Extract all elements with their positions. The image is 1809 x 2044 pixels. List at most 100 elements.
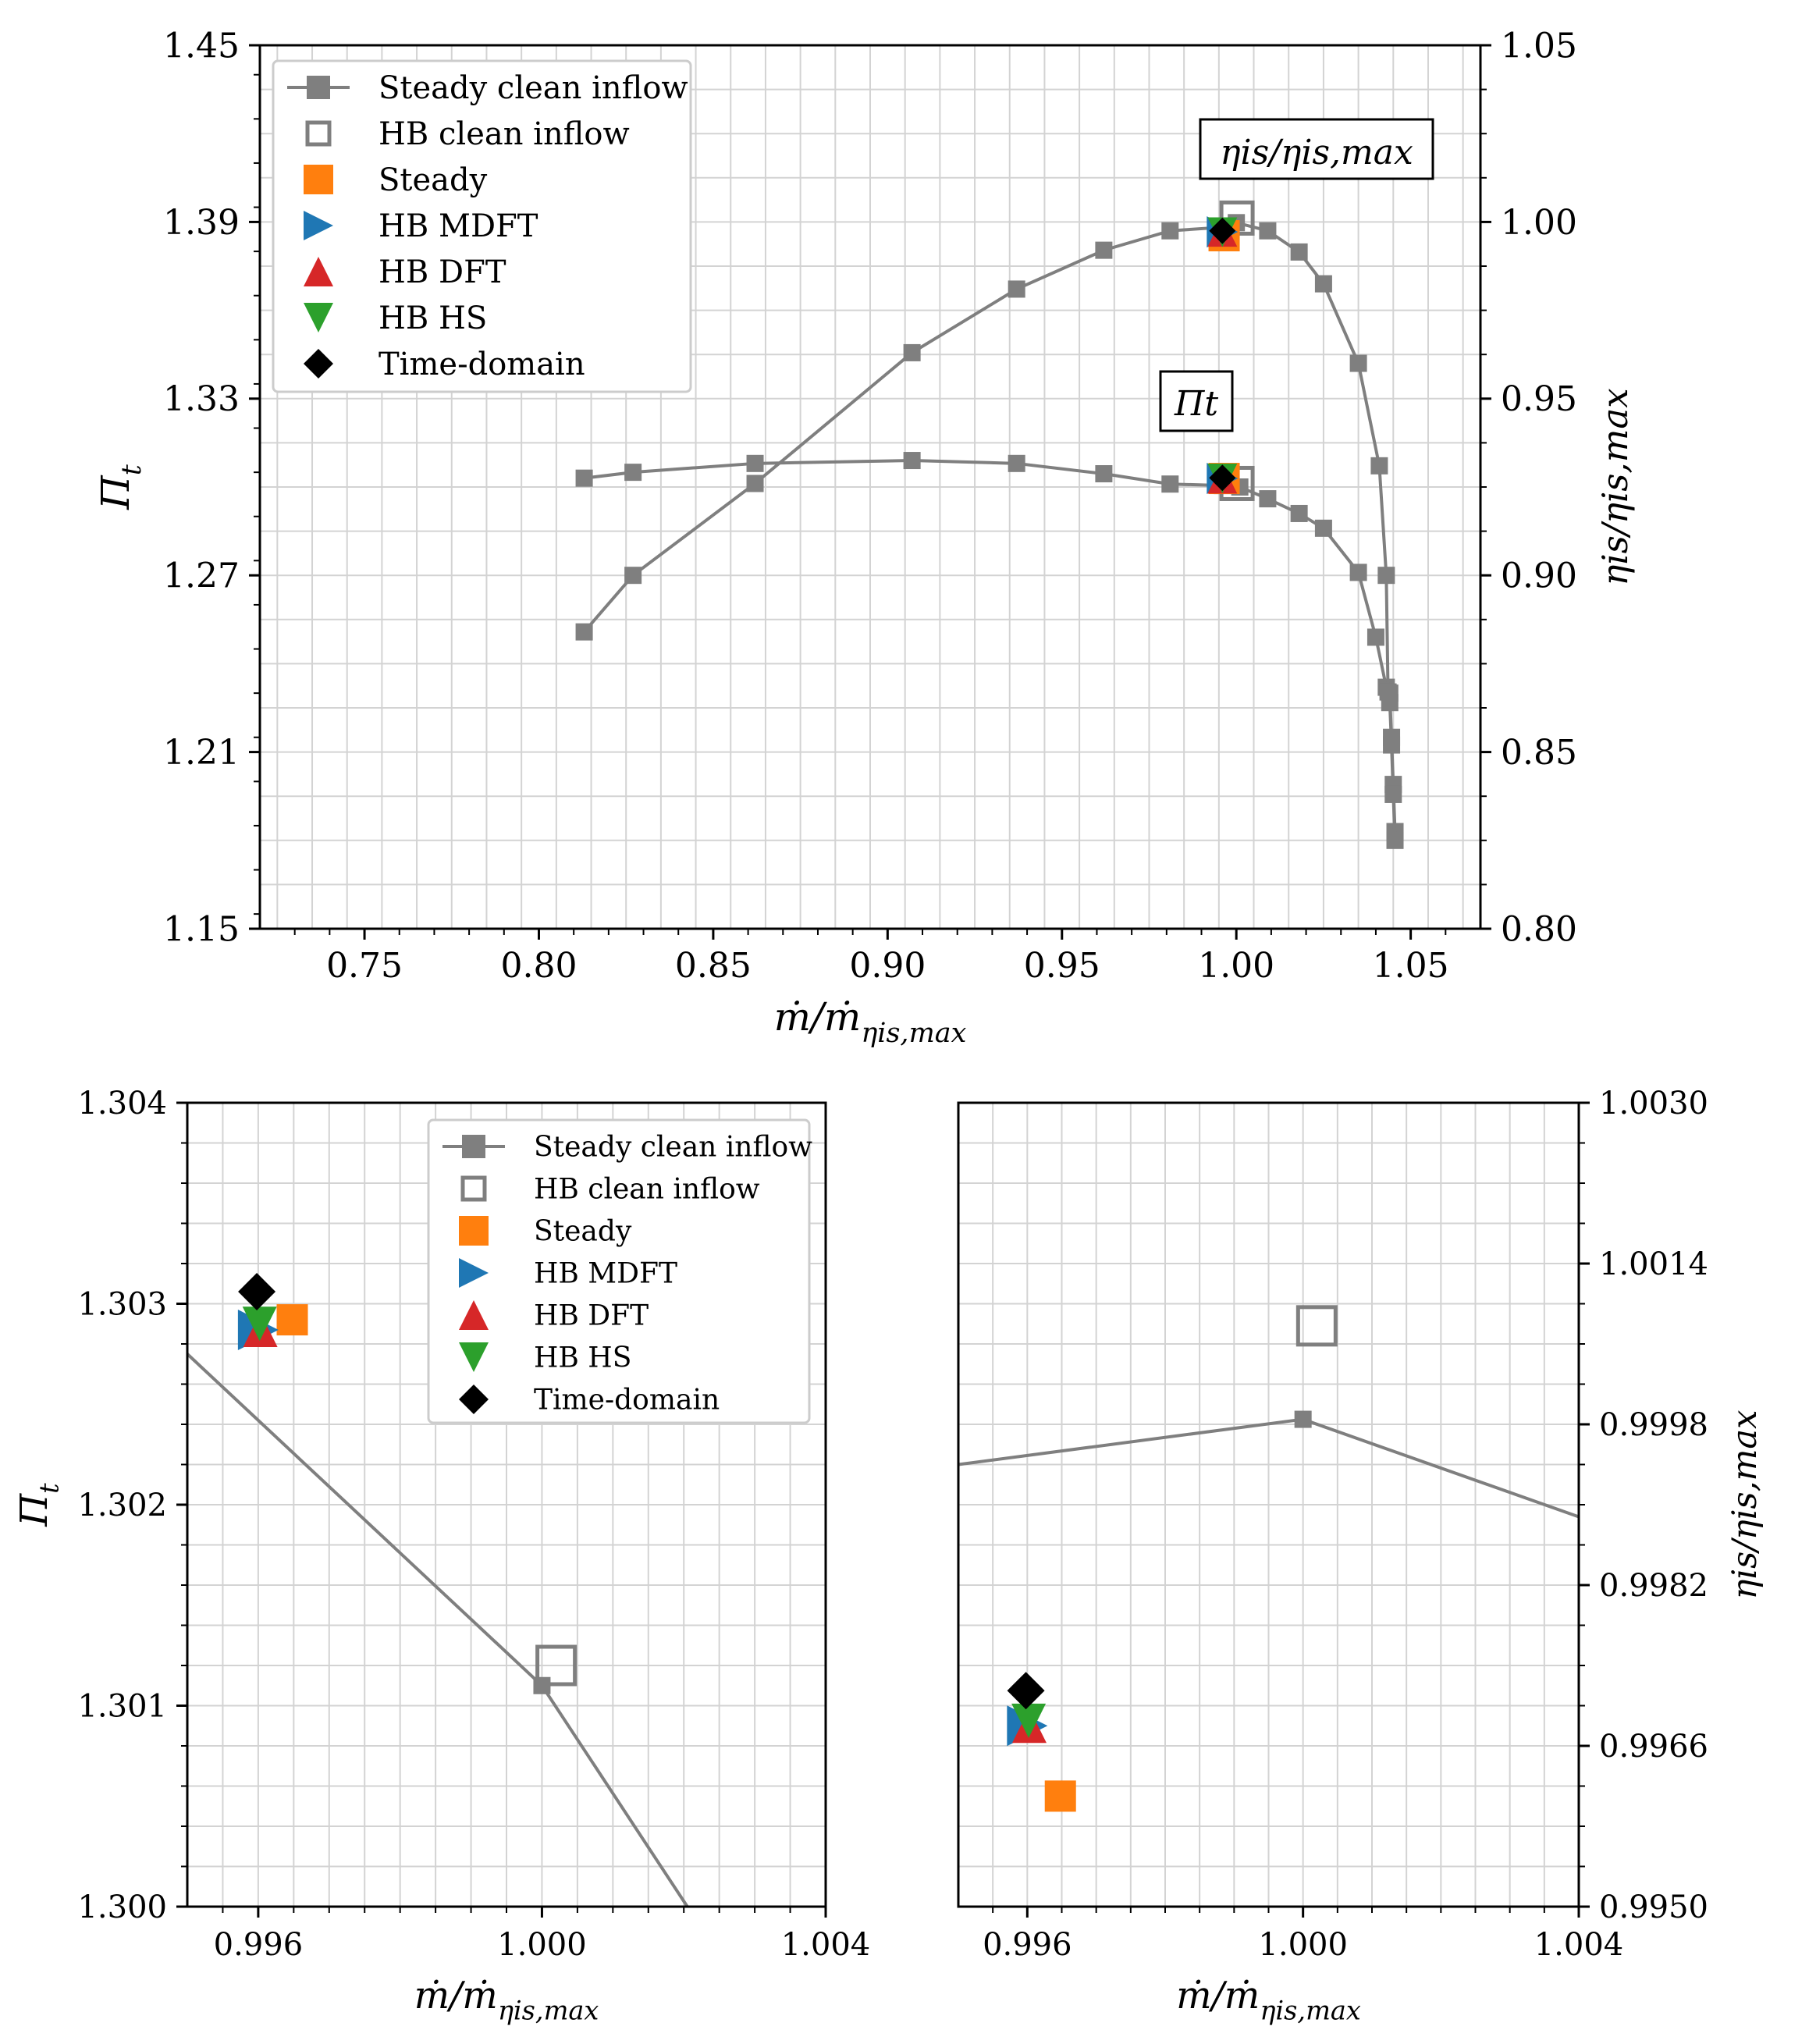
marker-time-domain bbox=[238, 1273, 276, 1311]
data-point bbox=[903, 343, 921, 361]
data-point bbox=[1383, 736, 1401, 754]
legend-item: Steady bbox=[459, 1216, 632, 1248]
annotation-text: ηis/ηis,max bbox=[1220, 133, 1413, 172]
y-tick-label-right: 0.9998 bbox=[1599, 1407, 1708, 1443]
legend-label: Steady bbox=[379, 162, 488, 198]
legend-item: HB DFT bbox=[459, 1300, 649, 1332]
x-axis-label-main: ṁ/ṁ bbox=[1176, 1974, 1260, 2017]
x-tick-label: 1.000 bbox=[497, 1927, 587, 1963]
data-point bbox=[1008, 280, 1025, 298]
data-point bbox=[1290, 243, 1308, 261]
data-point bbox=[1259, 490, 1277, 508]
legend-open-square-icon bbox=[460, 1175, 487, 1202]
x-axis-label-sub: ηis,max bbox=[498, 1995, 599, 2025]
y-axis-label-right: ηis/ηis,max bbox=[1594, 388, 1636, 585]
legend-label: HB MDFT bbox=[379, 208, 538, 244]
data-point bbox=[1367, 628, 1384, 646]
legend-label: HB clean inflow bbox=[379, 116, 630, 152]
y-tick-label: 1.301 bbox=[77, 1689, 167, 1725]
data-point bbox=[746, 475, 764, 492]
legend-label: HB DFT bbox=[379, 254, 506, 290]
y-axis-label: Πt bbox=[12, 1483, 64, 1527]
y-tick-label-right: 0.90 bbox=[1501, 556, 1577, 596]
legend-item: HB HS bbox=[304, 300, 487, 336]
data-point bbox=[1294, 1410, 1312, 1428]
marker-hb-hs bbox=[242, 1306, 277, 1342]
marker-hb-clean-inflow bbox=[535, 1644, 578, 1687]
legend-item: HB clean inflow bbox=[460, 1174, 760, 1206]
y-axis-label-right: ηis/ηis,max bbox=[1725, 1409, 1765, 1599]
annotation-box bbox=[1199, 118, 1434, 180]
marker-hb-hs bbox=[1011, 1703, 1047, 1738]
data-point bbox=[1095, 465, 1113, 483]
main-chart: 0.75 0.80 0.85 0.90 0.95 1.00 1.05 1.15 1.21 1.27… bbox=[93, 26, 1636, 1049]
y-tick-label: 1.303 bbox=[77, 1287, 167, 1323]
legend-triangle-up-icon bbox=[304, 257, 333, 286]
y-axis-right: 0.9950 0.9966 0.9982 0.9998 1.0014 1.0030 bbox=[1579, 1086, 1708, 1925]
x-axis-label-sub: ηis,max bbox=[1260, 1995, 1361, 2025]
x-tick-label: 1.004 bbox=[781, 1927, 871, 1963]
x-tick-label: 0.75 bbox=[326, 946, 403, 986]
legend-square-icon bbox=[462, 1135, 485, 1158]
series bbox=[958, 1410, 1579, 1519]
legend-item: Steady clean inflow bbox=[287, 70, 688, 106]
x-tick-label: 1.00 bbox=[1198, 946, 1274, 986]
data-point bbox=[903, 452, 921, 470]
legend-item: HB DFT bbox=[304, 254, 506, 290]
y-tick-label: 1.21 bbox=[163, 733, 240, 773]
x-axis-label: ṁ/ṁηis,max bbox=[1176, 1974, 1361, 2025]
legend-diamond-icon bbox=[459, 1385, 489, 1414]
annotation-box bbox=[1159, 370, 1234, 432]
x-tick-label: 1.004 bbox=[1534, 1927, 1624, 1963]
annotation-text: Πt bbox=[1174, 384, 1218, 424]
x-axis-label: ṁ/ṁηis,max bbox=[414, 1974, 599, 2025]
marker-steady bbox=[276, 1304, 308, 1336]
x-axis-label-sub: ηis,max bbox=[861, 1018, 966, 1049]
x-tick-label: 0.80 bbox=[501, 946, 578, 986]
legend-diamond-icon bbox=[304, 349, 333, 379]
y-tick-label-right: 0.9982 bbox=[1599, 1568, 1708, 1604]
data-point bbox=[575, 623, 593, 641]
x-axis: 0.996 1.000 1.004 bbox=[214, 1907, 871, 1963]
y-axis-label-sub: t bbox=[116, 464, 147, 475]
legend-square-icon bbox=[459, 1216, 489, 1246]
legend-label: HB clean inflow bbox=[534, 1174, 760, 1206]
y-tick-label-right: 1.0030 bbox=[1599, 1086, 1708, 1122]
x-axis-label-main: ṁ/ṁ bbox=[414, 1974, 498, 2017]
legend-item: HB clean inflow bbox=[305, 116, 630, 152]
data-point bbox=[575, 469, 593, 487]
legend-triangle-down-icon bbox=[304, 303, 333, 332]
legend-label: Steady clean inflow bbox=[534, 1132, 812, 1164]
x-tick-label: 1.05 bbox=[1373, 946, 1449, 986]
data-point bbox=[1381, 694, 1399, 712]
y-tick-label: 1.304 bbox=[77, 1086, 167, 1122]
data-point bbox=[1314, 275, 1332, 293]
x-axis-label: ṁ/ṁηis,max bbox=[774, 994, 967, 1049]
legend-label: HB MDFT bbox=[534, 1258, 677, 1290]
x-tick-label: 0.95 bbox=[1024, 946, 1100, 986]
x-tick-label: 0.996 bbox=[983, 1927, 1072, 1963]
data-point bbox=[746, 454, 764, 472]
y-tick-label: 1.27 bbox=[163, 556, 240, 596]
legend-label: HB DFT bbox=[534, 1300, 649, 1332]
y-tick-label: 1.39 bbox=[163, 203, 240, 243]
legend-label: Steady bbox=[534, 1216, 632, 1248]
legend-item: HB MDFT bbox=[304, 208, 538, 244]
legend-open-square-icon bbox=[305, 120, 332, 147]
legend-item: Time-domain bbox=[459, 1385, 720, 1417]
series-line-pressure-ratio bbox=[584, 459, 1397, 832]
data-point bbox=[1290, 504, 1308, 522]
data-point bbox=[1349, 354, 1367, 372]
y-tick-label: 1.33 bbox=[163, 379, 240, 419]
y-tick-label-right: 0.95 bbox=[1501, 379, 1577, 419]
y-tick-label: 1.300 bbox=[77, 1889, 167, 1925]
legend-label: Steady clean inflow bbox=[379, 70, 688, 106]
y-tick-label: 1.15 bbox=[163, 909, 240, 949]
data-point bbox=[624, 464, 642, 482]
y-axis-left: 1.300 1.301 1.302 1.303 1.304 bbox=[77, 1086, 187, 1925]
legend-item: Steady bbox=[304, 162, 488, 198]
marker-time-domain bbox=[1209, 464, 1236, 492]
legend-triangle-up-icon bbox=[459, 1300, 489, 1330]
y-tick-label-right: 0.9966 bbox=[1599, 1729, 1708, 1765]
